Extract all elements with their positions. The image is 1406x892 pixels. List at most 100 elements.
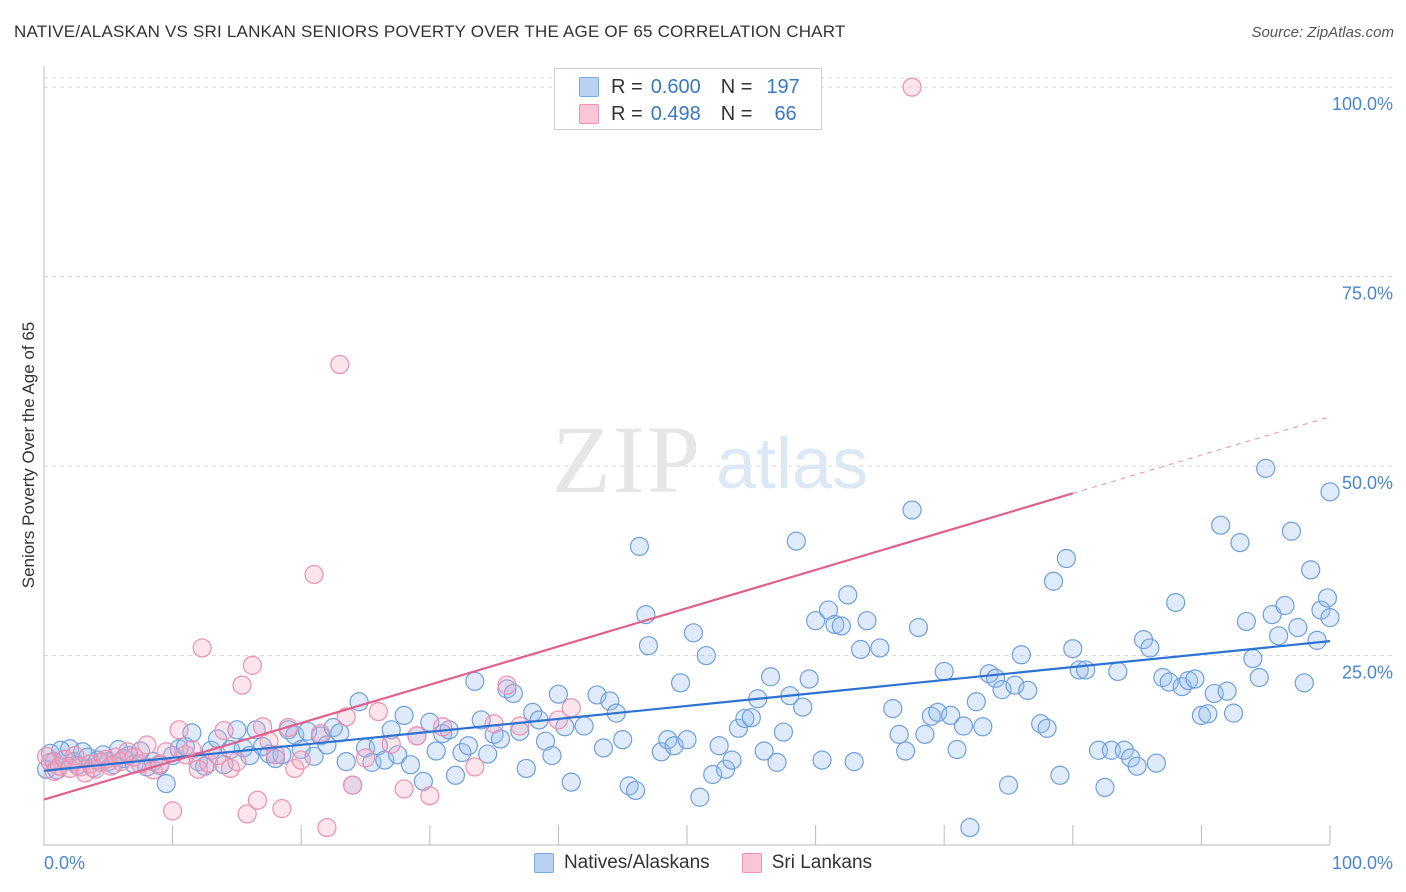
point-natives xyxy=(1320,482,1340,502)
point-srilankans xyxy=(420,786,440,806)
legend-swatch-natives xyxy=(579,77,599,97)
legend-row-srilankans: R = 0.498 N = 66 xyxy=(579,103,797,125)
point-natives xyxy=(1166,592,1186,613)
point-natives xyxy=(600,691,620,711)
point-srilankans xyxy=(336,707,356,727)
series-legend-srilankans[interactable]: Sri Lankans xyxy=(741,852,873,874)
point-natives xyxy=(638,636,659,656)
point-natives xyxy=(1198,704,1218,724)
point-srilankans xyxy=(163,801,183,821)
point-natives xyxy=(1146,753,1166,773)
legend-n-value-natives: 197 xyxy=(766,75,800,98)
point-natives xyxy=(934,661,954,682)
watermark: ZIP atlas xyxy=(552,406,868,513)
point-natives xyxy=(973,717,993,737)
tick-labels: 25.0% 50.0% 75.0% 100.0% 0.0% 100.0% xyxy=(44,94,1393,873)
trendline-srilankans xyxy=(43,492,1074,801)
point-natives xyxy=(426,741,446,761)
point-natives xyxy=(799,669,819,689)
point-srilankans xyxy=(227,752,247,772)
point-srilankans xyxy=(343,775,363,795)
point-natives xyxy=(1307,630,1327,650)
point-natives xyxy=(793,697,813,717)
point-srilankans xyxy=(291,750,311,770)
point-natives xyxy=(760,667,781,687)
point-srilankans xyxy=(368,702,388,722)
legend-r-value-srilankans: 0.498 xyxy=(650,102,701,125)
point-natives xyxy=(535,731,556,751)
point-srilankans xyxy=(247,790,268,810)
legend-row-natives: R = 0.600 N = 197 xyxy=(579,76,800,98)
point-natives xyxy=(960,817,980,838)
point-natives xyxy=(818,600,839,620)
point-natives xyxy=(629,536,650,557)
y-tick-label: 100.0% xyxy=(1332,94,1393,114)
point-natives xyxy=(1063,639,1083,659)
point-natives xyxy=(1037,718,1057,738)
source-label: Source: ZipAtlas.com xyxy=(1251,24,1394,41)
point-natives xyxy=(773,722,794,742)
point-natives xyxy=(285,725,305,745)
point-natives xyxy=(728,718,749,738)
point-natives xyxy=(336,752,356,772)
point-natives xyxy=(1275,595,1295,616)
point-natives xyxy=(1301,560,1321,580)
point-natives xyxy=(1114,740,1134,760)
point-natives xyxy=(1256,458,1276,478)
point-srilankans xyxy=(497,675,517,695)
point-natives xyxy=(947,739,967,760)
series-label-srilankans: Sri Lankans xyxy=(771,852,873,873)
point-natives xyxy=(812,750,832,770)
point-srilankans xyxy=(192,638,212,658)
point-natives xyxy=(1056,548,1076,569)
point-srilankans xyxy=(510,716,530,736)
point-srilankans xyxy=(137,735,157,755)
point-natives xyxy=(902,500,922,520)
point-natives xyxy=(304,746,324,766)
point-natives xyxy=(831,616,851,636)
legend-r-label: R = xyxy=(611,102,643,125)
point-srilankans xyxy=(272,799,292,819)
point-natives xyxy=(1108,661,1128,682)
point-natives xyxy=(851,639,871,660)
point-natives xyxy=(400,755,421,775)
point-srilankans xyxy=(101,756,121,776)
y-axis-label: Seniors Poverty Over the Age of 65 xyxy=(19,322,38,588)
point-natives xyxy=(1095,777,1115,798)
axes xyxy=(43,66,1331,846)
point-natives xyxy=(1018,680,1038,701)
point-natives xyxy=(593,738,614,758)
point-srilankans xyxy=(156,742,176,762)
legend-n-value-srilankans: 66 xyxy=(774,102,797,125)
point-natives xyxy=(741,708,761,728)
point-natives xyxy=(1076,660,1096,680)
watermark-atlas: atlas xyxy=(716,424,868,504)
point-natives xyxy=(1140,638,1160,658)
point-natives xyxy=(696,645,716,666)
point-natives xyxy=(896,741,916,761)
point-natives xyxy=(857,611,877,631)
point-natives xyxy=(1043,571,1064,591)
point-natives xyxy=(1223,703,1244,723)
point-natives xyxy=(465,671,485,691)
point-srilankans xyxy=(75,763,95,783)
point-natives xyxy=(941,705,961,726)
point-natives xyxy=(330,723,350,743)
point-natives xyxy=(1230,533,1250,553)
point-natives xyxy=(317,735,337,755)
point-natives xyxy=(1211,515,1231,535)
point-natives xyxy=(690,787,710,807)
legend-r-label: R = xyxy=(611,75,643,98)
point-natives xyxy=(767,752,787,772)
point-natives xyxy=(388,745,408,765)
point-natives xyxy=(561,772,581,792)
point-natives xyxy=(625,780,646,801)
point-natives xyxy=(992,680,1012,700)
point-natives xyxy=(870,638,890,658)
point-srilankans xyxy=(265,745,286,765)
point-natives xyxy=(786,531,806,551)
series-legend-natives[interactable]: Natives/Alaskans xyxy=(533,852,710,874)
point-srilankans xyxy=(169,720,189,740)
point-srilankans xyxy=(253,717,273,737)
